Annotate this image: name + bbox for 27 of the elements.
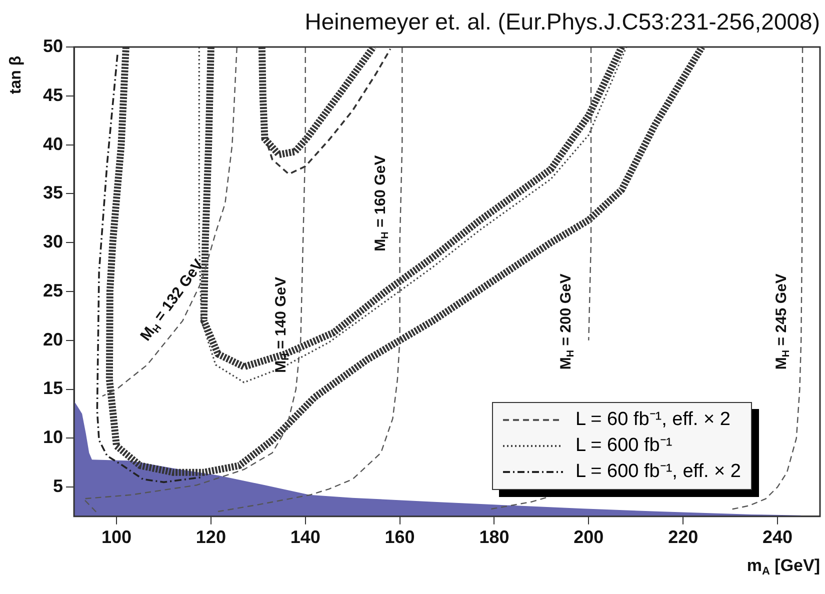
x-tick-label: 240 [762, 527, 793, 548]
x-tick-label: 180 [479, 527, 510, 548]
x-tick-label: 120 [196, 527, 226, 548]
y-tick-label: 30 [42, 232, 64, 252]
legend-label: L = 600 fb⁻¹ [575, 434, 672, 458]
annotation: MH = 245 GeV [773, 274, 792, 370]
y-tick-label: 40 [42, 134, 64, 154]
chart-title: Heinemeyer et. al. (Eur.Phys.J.C53:231-256,2008) [304, 8, 820, 34]
y-tick-label: 45 [42, 84, 64, 105]
y-tick-label: 25 [42, 280, 64, 300]
y-tick-label: 15 [42, 378, 64, 398]
x-tick-label: 200 [574, 527, 604, 548]
y-axis-title: tan β [7, 56, 24, 94]
annotation: MH = 140 GeV [272, 276, 292, 373]
y-tick-label: 50 [42, 36, 64, 56]
y-tick-label: 5 [53, 476, 64, 496]
x-tick-label: 140 [290, 527, 320, 548]
annotation: MH = 160 GeV [372, 155, 391, 252]
y-tick-label: 35 [42, 182, 64, 203]
x-tick-label: 220 [668, 527, 698, 548]
y-tick-label: 20 [42, 329, 64, 350]
legend-label: L = 600 fb⁻¹, eff. × 2 [575, 460, 741, 484]
x-tick-label: 160 [384, 527, 415, 548]
legend-label: L = 60 fb⁻¹, eff. × 2 [575, 408, 730, 432]
annotation: MH = 200 GeV [558, 274, 577, 370]
x-tick-label: 100 [101, 527, 132, 548]
y-tick-label: 10 [42, 427, 64, 448]
